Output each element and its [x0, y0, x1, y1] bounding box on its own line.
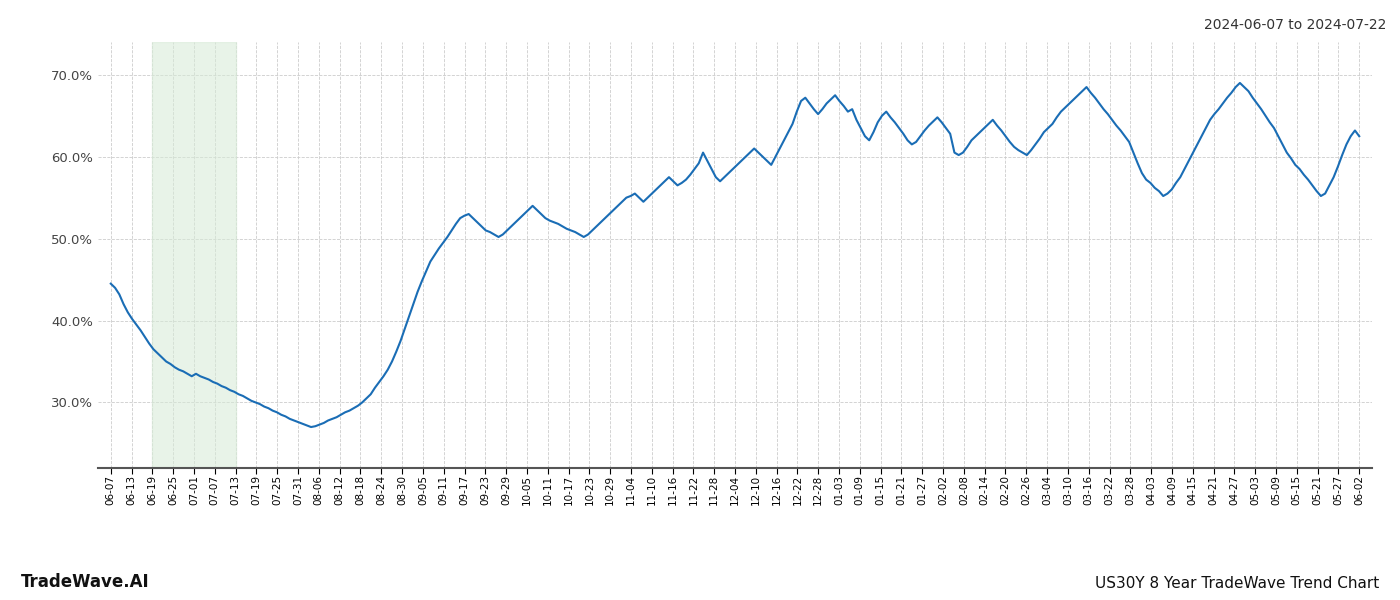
- Bar: [153, 42, 235, 468]
- Text: 2024-06-07 to 2024-07-22: 2024-06-07 to 2024-07-22: [1204, 18, 1386, 32]
- Text: TradeWave.AI: TradeWave.AI: [21, 573, 150, 591]
- Text: US30Y 8 Year TradeWave Trend Chart: US30Y 8 Year TradeWave Trend Chart: [1095, 576, 1379, 591]
